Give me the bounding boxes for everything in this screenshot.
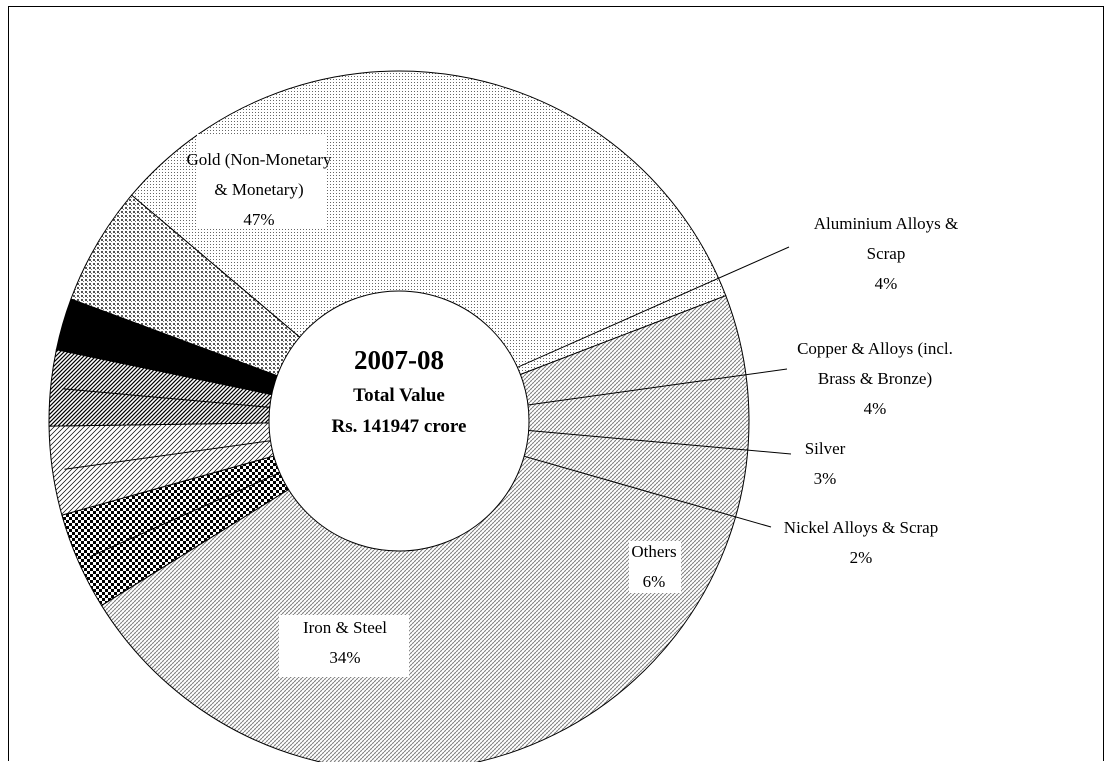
slice-label-copper: Brass & Bronze) [818, 369, 932, 388]
center-hole [268, 290, 530, 552]
label-others: Others 6% [629, 541, 681, 593]
label-iron: Iron & Steel 34% [279, 615, 409, 677]
label-bg-others [629, 541, 681, 593]
slice-label-gold: & Monetary) [214, 180, 303, 199]
percent-label-nickel: 2% [850, 548, 873, 567]
slice-label-iron: Iron & Steel [303, 618, 387, 637]
label-silver: Silver 3% [805, 439, 846, 488]
label-copper: Copper & Alloys (incl. Brass & Bronze) 4% [797, 339, 953, 418]
slice-label-copper: Copper & Alloys (incl. [797, 339, 953, 358]
percent-label-others: 6% [643, 572, 666, 591]
label-nickel: Nickel Alloys & Scrap 2% [784, 518, 938, 567]
label-gold: Gold (Non-Monetary & Monetary) 47% [187, 134, 332, 229]
slice-label-aluminium: Scrap [867, 244, 906, 263]
percent-label-iron: 34% [329, 648, 360, 667]
percent-label-silver: 3% [814, 469, 837, 488]
label-bg-gold [197, 134, 325, 228]
slice-label-aluminium: Aluminium Alloys & [814, 214, 959, 233]
percent-label-aluminium: 4% [875, 274, 898, 293]
label-aluminium: Aluminium Alloys & Scrap 4% [814, 214, 959, 293]
label-bg-iron [279, 615, 409, 677]
labels-layer: Gold (Non-Monetary & Monetary) 47% Aluminiu… [187, 134, 959, 677]
pie-chart: 2007-08 Total Value Rs. 141947 crore Gol… [48, 70, 959, 762]
slice-label-nickel: Nickel Alloys & Scrap [784, 518, 938, 537]
center-total-value: Rs. 141947 crore [332, 416, 467, 437]
center-year: 2007-08 [354, 345, 444, 375]
slice-label-gold: Gold (Non-Monetary [187, 150, 332, 169]
center-total-label: Total Value [353, 385, 445, 406]
slice-label-others: Others [631, 542, 676, 561]
percent-label-gold: 47% [243, 210, 274, 229]
chart-frame: 2007-08 Total Value Rs. 141947 crore Gol… [8, 6, 1104, 762]
slice-label-silver: Silver [805, 439, 846, 458]
percent-label-copper: 4% [864, 399, 887, 418]
